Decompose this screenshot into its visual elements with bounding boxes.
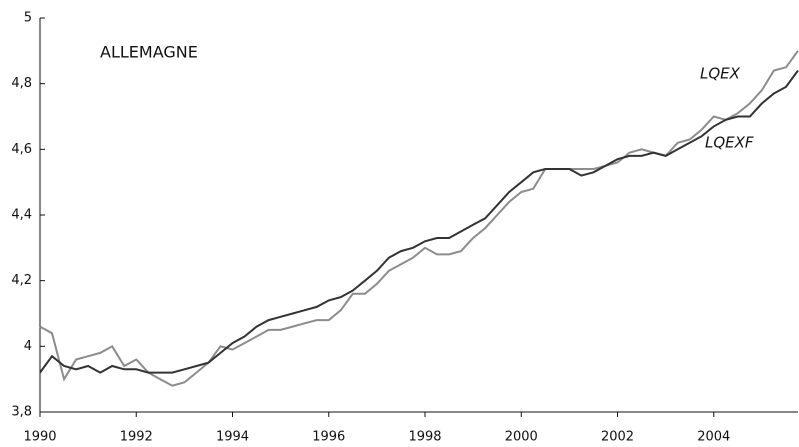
x-tick-label: 2000 (505, 430, 538, 445)
x-tick-label: 1992 (120, 430, 153, 445)
chart-annotation: ALLEMAGNE (100, 43, 198, 62)
y-tick-label: 4 (24, 339, 32, 354)
y-tick-label: 4,8 (11, 76, 32, 91)
x-tick-label: 1990 (23, 430, 56, 445)
y-tick-label: 4,4 (11, 208, 32, 223)
x-tick-label: 1994 (216, 430, 249, 445)
x-tick-label: 1998 (408, 430, 441, 445)
y-tick-label: 5 (24, 11, 32, 26)
series-line (39, 69, 799, 374)
x-tick-label: 2004 (697, 430, 730, 445)
y-tick-label: 4,6 (11, 142, 32, 157)
y-tick-label: 4,2 (11, 273, 32, 288)
series-label: LQEXF (705, 134, 754, 152)
y-tick-label: 3,8 (11, 405, 32, 420)
x-tick-label: 1996 (312, 430, 345, 445)
series-label: LQEX (700, 65, 741, 83)
series-line (39, 50, 799, 387)
x-tick-label: 2002 (601, 430, 634, 445)
